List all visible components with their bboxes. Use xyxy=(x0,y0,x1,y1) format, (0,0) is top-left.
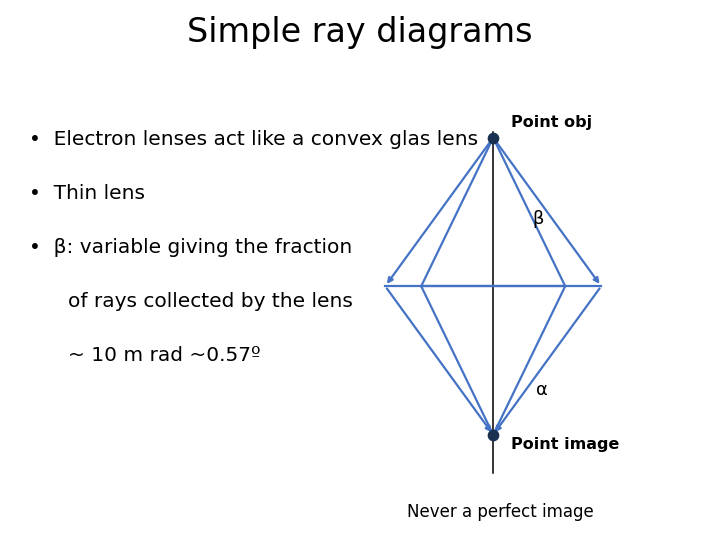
Text: β: β xyxy=(533,211,544,228)
Text: α: α xyxy=(536,381,548,399)
Point xyxy=(487,430,499,439)
Text: Never a perfect image: Never a perfect image xyxy=(407,503,594,521)
Point xyxy=(487,133,499,142)
Text: Simple ray diagrams: Simple ray diagrams xyxy=(187,16,533,49)
Text: Point image: Point image xyxy=(511,437,620,453)
Text: •  Thin lens: • Thin lens xyxy=(29,184,145,202)
Text: •  Electron lenses act like a convex glas lens: • Electron lenses act like a convex glas… xyxy=(29,130,478,148)
Text: Point obj: Point obj xyxy=(511,114,593,130)
Text: ~ 10 m rad ~0.57º: ~ 10 m rad ~0.57º xyxy=(68,346,261,365)
Text: •  β: variable giving the fraction: • β: variable giving the fraction xyxy=(29,238,352,256)
Text: of rays collected by the lens: of rays collected by the lens xyxy=(68,292,354,310)
